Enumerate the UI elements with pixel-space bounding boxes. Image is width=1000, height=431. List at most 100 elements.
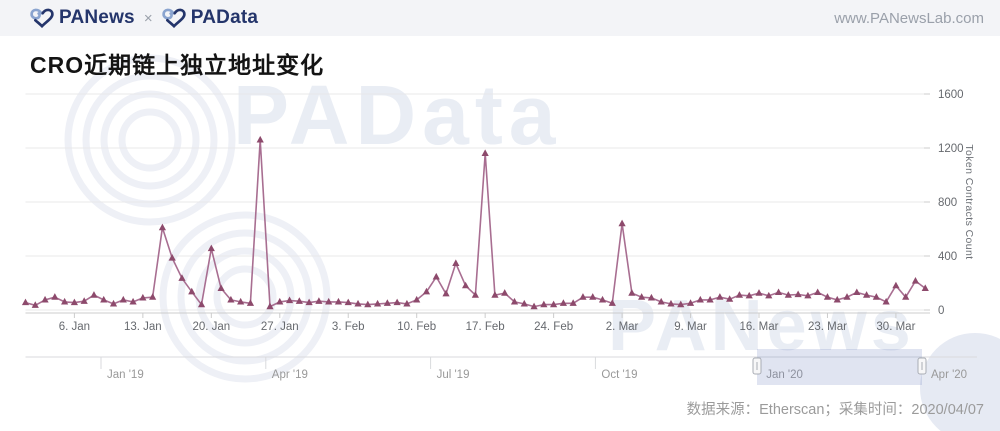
series-marker[interactable] [354, 299, 362, 307]
series-marker[interactable] [256, 135, 264, 143]
series-marker[interactable] [266, 302, 274, 310]
watermark-rings-icon [195, 247, 295, 347]
series-marker[interactable] [70, 298, 78, 306]
series-marker[interactable] [882, 297, 890, 305]
series-marker[interactable] [197, 300, 206, 308]
series-marker[interactable] [139, 293, 147, 301]
series-marker[interactable] [158, 223, 167, 231]
series-marker[interactable] [90, 291, 98, 298]
series-marker[interactable] [638, 293, 646, 300]
series-marker[interactable] [227, 295, 235, 303]
series-marker[interactable] [843, 293, 851, 300]
series-marker[interactable] [608, 299, 616, 306]
series-marker[interactable] [80, 297, 88, 304]
series-marker[interactable] [21, 298, 30, 306]
series-marker[interactable] [823, 293, 832, 300]
series-marker[interactable] [569, 299, 577, 306]
series-marker[interactable] [530, 302, 538, 310]
series-marker[interactable] [481, 149, 489, 156]
series-marker[interactable] [833, 295, 841, 303]
brand-primary-label: PANews [59, 7, 135, 28]
navigator-selected-range[interactable] [757, 349, 922, 385]
series-marker[interactable] [61, 297, 69, 305]
series-marker[interactable] [559, 299, 567, 306]
series-marker[interactable] [285, 296, 294, 304]
series-marker[interactable] [853, 288, 861, 296]
series-marker[interactable] [872, 293, 880, 300]
series-marker[interactable] [726, 295, 734, 302]
series-marker[interactable] [510, 297, 519, 305]
series-marker[interactable] [579, 293, 587, 300]
series-marker[interactable] [667, 299, 675, 307]
series-marker[interactable] [422, 287, 431, 295]
series-marker[interactable] [589, 293, 597, 300]
series-marker[interactable] [804, 291, 812, 299]
series-marker[interactable] [745, 291, 753, 299]
series-marker[interactable] [393, 298, 401, 306]
series-marker[interactable] [344, 298, 352, 306]
series-marker[interactable] [276, 297, 284, 305]
series-marker[interactable] [325, 297, 333, 305]
series-marker[interactable] [51, 293, 59, 300]
series-marker[interactable] [295, 297, 303, 304]
series-marker[interactable] [237, 297, 245, 305]
series-marker[interactable] [246, 299, 255, 306]
series-marker[interactable] [364, 300, 372, 308]
series-marker[interactable] [168, 254, 176, 261]
series-marker[interactable] [735, 291, 744, 298]
series-marker[interactable] [540, 300, 548, 308]
series-marker[interactable] [862, 291, 871, 298]
series-marker[interactable] [41, 295, 49, 303]
series-marker[interactable] [442, 289, 450, 297]
navigator-tick-label: Jul '19 [437, 369, 470, 381]
watermark-rings-icon [64, 54, 236, 226]
series-marker[interactable] [119, 295, 127, 303]
series-marker[interactable] [403, 299, 411, 307]
series-marker[interactable] [774, 288, 783, 296]
series-marker[interactable] [598, 295, 607, 303]
series-marker[interactable] [452, 259, 460, 267]
series-marker[interactable] [686, 299, 695, 306]
series-marker[interactable] [491, 291, 499, 298]
series-marker[interactable] [911, 276, 920, 284]
watermark-text-bottom: PANews [608, 286, 915, 366]
x-tick-label: 27. Jan [261, 321, 299, 333]
series-marker[interactable] [657, 297, 665, 305]
series-marker[interactable] [628, 289, 636, 296]
series-marker[interactable] [501, 289, 509, 296]
series-marker[interactable] [383, 299, 391, 306]
series-marker[interactable] [784, 291, 792, 298]
series-marker[interactable] [109, 299, 118, 307]
series-marker[interactable] [462, 281, 470, 289]
series-marker[interactable] [188, 287, 196, 295]
series-marker[interactable] [305, 298, 313, 306]
series-marker[interactable] [696, 295, 704, 303]
series-marker[interactable] [892, 281, 900, 289]
series-marker[interactable] [373, 299, 382, 307]
series-marker[interactable] [902, 293, 910, 300]
series-marker[interactable] [794, 290, 802, 298]
series-marker[interactable] [921, 284, 929, 291]
series-marker[interactable] [315, 297, 323, 304]
series-marker[interactable] [755, 289, 763, 296]
series-marker[interactable] [334, 297, 343, 305]
series-marker[interactable] [129, 297, 137, 305]
series-marker[interactable] [178, 274, 186, 281]
series-marker[interactable] [31, 301, 39, 308]
series-marker[interactable] [765, 291, 773, 299]
series-marker[interactable] [550, 300, 558, 308]
series-marker[interactable] [149, 293, 157, 300]
series-marker[interactable] [432, 272, 440, 280]
series-marker[interactable] [471, 291, 479, 298]
series-marker[interactable] [677, 300, 685, 308]
series-marker[interactable] [706, 295, 714, 303]
series-marker[interactable] [647, 293, 656, 301]
series-marker[interactable] [520, 299, 528, 307]
series-marker[interactable] [207, 244, 215, 252]
series-marker[interactable] [413, 295, 421, 303]
series-marker[interactable] [814, 288, 822, 296]
series-marker[interactable] [100, 295, 108, 303]
series-marker[interactable] [618, 219, 626, 227]
series-marker[interactable] [716, 293, 724, 300]
series-marker[interactable] [217, 284, 225, 291]
